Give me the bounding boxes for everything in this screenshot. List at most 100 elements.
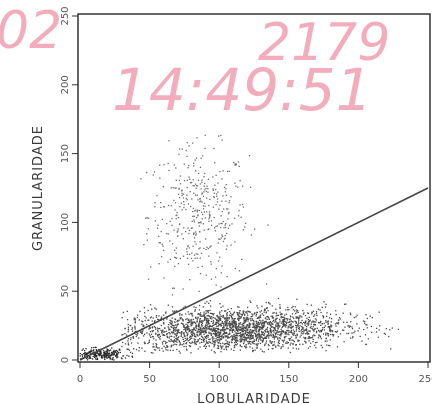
scatter-point-lower bbox=[199, 315, 201, 317]
scatter-point-lower bbox=[251, 318, 253, 320]
scatter-point-lower bbox=[298, 317, 301, 319]
scatter-point-lower bbox=[219, 345, 222, 347]
scatter-point-lower bbox=[154, 307, 156, 309]
scatter-point-lower bbox=[157, 333, 159, 336]
scatter-point-lower bbox=[185, 326, 188, 328]
scatter-point-lower bbox=[239, 349, 241, 351]
scatter-point-lower bbox=[262, 324, 265, 327]
scatter-point-lower bbox=[144, 342, 146, 345]
scatter-point-lower bbox=[217, 325, 219, 327]
scatter-point-lower bbox=[305, 342, 307, 344]
scatter-point-lower bbox=[212, 329, 215, 332]
scatter-point-upper bbox=[182, 288, 184, 290]
scatter-point-lower bbox=[187, 327, 190, 330]
scatter-point-lower bbox=[325, 303, 327, 305]
scatter-point-upper bbox=[173, 199, 175, 202]
scatter-point-lower bbox=[232, 324, 234, 327]
scatter-point-lower bbox=[233, 322, 235, 324]
scatter-point-lower bbox=[234, 340, 237, 342]
scatter-point-lower bbox=[241, 324, 244, 326]
scatter-point-lower bbox=[275, 346, 277, 348]
scatter-point-upper bbox=[217, 135, 220, 137]
scatter-point-lower bbox=[247, 318, 249, 321]
scatter-point-lower bbox=[325, 315, 328, 317]
scatter-point-lower bbox=[307, 347, 310, 349]
scatter-point-lower bbox=[284, 317, 286, 320]
scatter-point-lower bbox=[155, 332, 157, 334]
scatter-point-lower bbox=[376, 327, 378, 330]
scatter-point-lower bbox=[292, 316, 294, 318]
scatter-point-upper bbox=[226, 276, 228, 278]
scatter-point-lower bbox=[158, 315, 160, 317]
scatter-point-lower bbox=[315, 319, 318, 321]
scatter-point-upper bbox=[182, 193, 185, 195]
scatter-point-lower bbox=[196, 318, 199, 320]
scatter-point-lower bbox=[206, 318, 208, 320]
scatter-point-lower bbox=[184, 335, 186, 337]
scatter-point-upper bbox=[210, 261, 212, 263]
scatter-point-lower bbox=[274, 330, 277, 332]
scatter-point-lower bbox=[294, 330, 296, 333]
scatter-point-upper bbox=[200, 252, 203, 254]
scatter-point-lower bbox=[312, 338, 314, 341]
scatter-point-upper bbox=[196, 211, 198, 213]
scatter-point-upper bbox=[234, 267, 237, 270]
scatter-point-lower bbox=[285, 324, 287, 327]
scatter-point-lower bbox=[171, 340, 174, 342]
scatter-point-upper bbox=[212, 188, 214, 190]
scatter-point-lower bbox=[243, 339, 246, 342]
scatter-point-lower bbox=[271, 341, 273, 343]
scatter-point-lower bbox=[124, 327, 126, 330]
scatter-point-lower bbox=[325, 319, 327, 322]
scatter-point-lower bbox=[199, 317, 201, 320]
scatter-point-lower bbox=[215, 321, 218, 323]
scatter-point-lower bbox=[290, 342, 292, 344]
scatter-point-lower bbox=[152, 352, 154, 354]
scatter-point-lower bbox=[337, 319, 340, 321]
scatter-point-lower bbox=[200, 321, 203, 323]
scatter-point-lower bbox=[150, 336, 152, 338]
scatter-point-lower bbox=[239, 322, 242, 324]
scatter-point-lower bbox=[220, 315, 223, 317]
scatter-point-lower bbox=[178, 331, 181, 334]
scatter-point-origin bbox=[95, 358, 97, 360]
scatter-point-upper bbox=[178, 179, 181, 182]
scatter-point-lower bbox=[239, 341, 241, 343]
scatter-point-lower bbox=[226, 342, 228, 344]
scatter-point-lower bbox=[140, 330, 142, 333]
scatter-point-lower bbox=[306, 323, 308, 325]
scatter-point-lower bbox=[194, 322, 197, 325]
scatter-point-lower bbox=[174, 318, 177, 321]
scatter-point-lower bbox=[257, 340, 260, 342]
scatter-point-origin bbox=[112, 351, 114, 354]
scatter-point-lower bbox=[286, 319, 288, 321]
scatter-point-lower bbox=[225, 317, 227, 319]
scatter-point-lower bbox=[253, 332, 256, 334]
scatter-point-lower bbox=[196, 320, 198, 322]
scatter-point-upper bbox=[214, 227, 216, 229]
scatter-point-lower bbox=[226, 318, 228, 321]
scatter-point-lower bbox=[244, 321, 246, 323]
scatter-point-upper bbox=[197, 253, 199, 255]
scatter-point-lower bbox=[240, 326, 242, 328]
scatter-point-lower bbox=[258, 319, 261, 321]
scatter-point-origin bbox=[96, 358, 98, 361]
scatter-point-lower bbox=[204, 328, 206, 330]
scatter-point-lower bbox=[205, 310, 207, 312]
scatter-point-lower bbox=[238, 306, 240, 308]
scatter-point-lower bbox=[302, 321, 305, 324]
scatter-point-upper bbox=[216, 195, 218, 197]
scatter-point-lower bbox=[244, 332, 247, 334]
scatter-point-lower bbox=[313, 328, 316, 331]
scatter-point-lower bbox=[180, 322, 183, 324]
scatter-point-upper bbox=[193, 162, 195, 164]
scatter-point-upper bbox=[237, 186, 239, 188]
scatter-point-upper bbox=[235, 163, 237, 165]
scatter-point-upper bbox=[175, 179, 177, 181]
scatter-point-lower bbox=[219, 339, 221, 341]
scatter-point-lower bbox=[313, 315, 315, 317]
scatter-point-lower bbox=[267, 343, 270, 346]
scatter-point-lower bbox=[214, 329, 217, 331]
scatter-point-upper bbox=[183, 206, 185, 209]
scatter-point-lower bbox=[364, 334, 367, 336]
